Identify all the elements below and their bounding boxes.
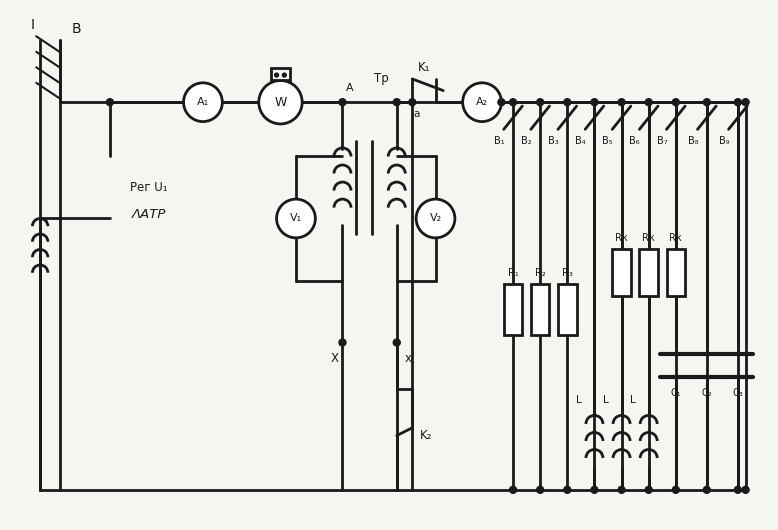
Bar [612, 250, 631, 296]
Circle shape [591, 99, 598, 105]
Text: A₁: A₁ [197, 97, 209, 107]
Circle shape [618, 487, 625, 493]
Circle shape [537, 487, 544, 493]
Bar [558, 285, 576, 335]
Circle shape [275, 73, 279, 77]
Text: L: L [630, 395, 636, 405]
Circle shape [393, 339, 400, 346]
Circle shape [591, 487, 598, 493]
Text: L: L [576, 395, 582, 405]
Circle shape [734, 99, 741, 105]
Circle shape [463, 83, 501, 121]
Circle shape [393, 99, 400, 105]
Circle shape [734, 487, 741, 493]
Circle shape [277, 199, 315, 238]
Circle shape [259, 81, 302, 124]
Text: a: a [413, 109, 419, 119]
Bar [667, 250, 685, 296]
Text: Тр: Тр [374, 73, 389, 85]
Text: B₂: B₂ [521, 136, 531, 146]
Circle shape [564, 487, 571, 493]
Text: R₂: R₂ [534, 268, 545, 278]
Text: B₉: B₉ [719, 136, 729, 146]
Text: K₂: K₂ [420, 429, 433, 442]
Text: W: W [275, 96, 286, 109]
Circle shape [645, 487, 652, 493]
Circle shape [537, 99, 544, 105]
Circle shape [184, 83, 223, 121]
Text: B₁: B₁ [494, 136, 504, 146]
Text: R₃: R₃ [562, 268, 573, 278]
Circle shape [742, 487, 749, 493]
Text: ΛАТР: ΛАТР [131, 208, 166, 221]
Text: R₁: R₁ [508, 268, 518, 278]
Bar [272, 68, 289, 81]
Text: Рег U₁: Рег U₁ [130, 181, 167, 194]
Text: V₁: V₁ [290, 214, 302, 224]
Text: V₂: V₂ [429, 214, 442, 224]
Text: B₃: B₃ [548, 136, 559, 146]
Text: Rк: Rк [615, 233, 628, 243]
Text: B₄: B₄ [575, 136, 586, 146]
Circle shape [672, 487, 679, 493]
Circle shape [672, 99, 679, 105]
Text: L: L [603, 395, 609, 405]
Bar [503, 285, 522, 335]
Circle shape [703, 487, 710, 493]
Bar [531, 285, 549, 335]
Text: B₇: B₇ [657, 136, 668, 146]
Text: x: x [405, 351, 412, 365]
Text: I: I [30, 17, 34, 32]
Circle shape [107, 99, 114, 105]
Text: A: A [346, 83, 354, 93]
Circle shape [703, 99, 710, 105]
Text: C₃: C₃ [732, 388, 743, 398]
Text: C₁: C₁ [671, 388, 682, 398]
Text: X: X [331, 351, 338, 365]
Text: B₈: B₈ [688, 136, 698, 146]
Circle shape [510, 487, 517, 493]
Circle shape [416, 199, 455, 238]
Text: Rк: Rк [643, 233, 655, 243]
Circle shape [510, 99, 517, 105]
Bar [640, 250, 658, 296]
Text: K₁: K₁ [418, 61, 430, 74]
Circle shape [618, 99, 625, 105]
Circle shape [498, 99, 505, 105]
Circle shape [408, 99, 415, 105]
Text: B: B [71, 22, 81, 36]
Text: C₂: C₂ [702, 388, 712, 398]
Circle shape [564, 99, 571, 105]
Text: A₂: A₂ [476, 97, 488, 107]
Circle shape [742, 99, 749, 105]
Text: B₆: B₆ [629, 136, 640, 146]
Circle shape [339, 99, 346, 105]
Circle shape [282, 73, 286, 77]
Text: Rк: Rк [669, 233, 682, 243]
Circle shape [645, 99, 652, 105]
Circle shape [339, 339, 346, 346]
Text: B₅: B₅ [602, 136, 613, 146]
